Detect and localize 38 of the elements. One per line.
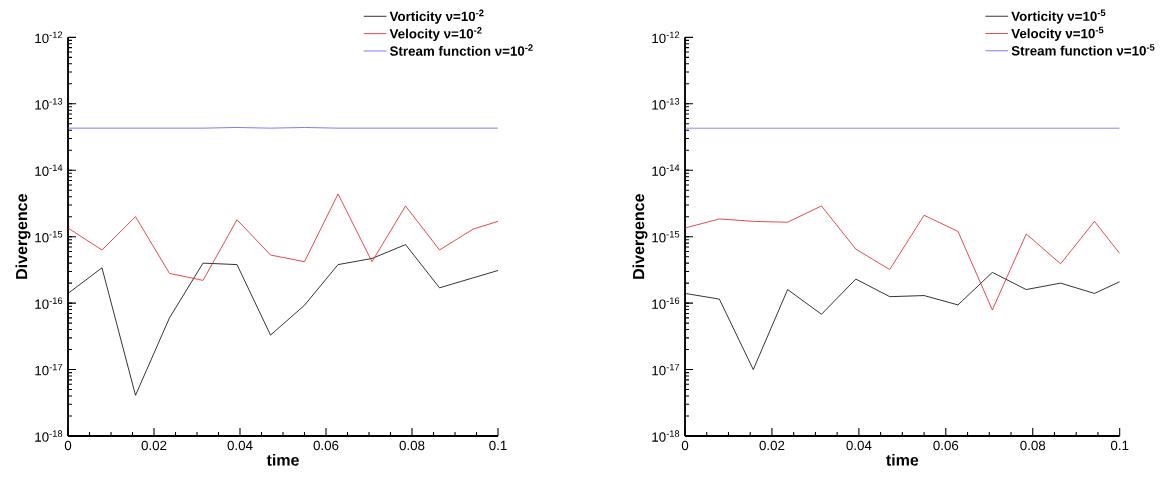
x-axis-title: time [266, 454, 299, 466]
y-tick-label: 10$^{-18}$ [35, 430, 63, 442]
x-tick-label: 0.08 [1020, 440, 1046, 451]
y-tick-label: 10$^{-18}$ [652, 430, 680, 442]
y-axis-title: Divergence [15, 194, 31, 279]
x-tick-label: 0.02 [141, 440, 167, 451]
y-axis-title: Divergence [632, 194, 648, 279]
y-tick-label: 10$^{-12}$ [35, 31, 63, 44]
x-tick-label: 0.08 [399, 440, 425, 451]
x-axis-title: time [886, 454, 919, 466]
x-tick-label: 0.06 [933, 440, 959, 451]
y-tick-label: 10$^{-14}$ [652, 164, 680, 176]
y-tick-label: 10$^{-15}$ [652, 230, 680, 243]
y-tick-label: 10$^{-13}$ [652, 98, 680, 110]
legend-label: Vorticity ν=10$^{-5}$ [1011, 9, 1106, 24]
y-tick-label: 10$^{-17}$ [35, 363, 63, 376]
x-tick-label: 0.04 [846, 440, 872, 451]
line-series [685, 205, 1120, 311]
legend-label: Vorticity ν=10$^{-2}$ [389, 9, 484, 24]
x-tick-label: 0.02 [759, 440, 785, 451]
x-tick-label: 0 [64, 440, 72, 451]
y-tick-label: 10$^{-17}$ [652, 363, 680, 376]
x-tick-label: 0.04 [227, 440, 253, 451]
x-tick-label: 0.1 [1110, 440, 1129, 451]
x-tick-label: 0.06 [313, 440, 339, 451]
y-tick-label: 10$^{-12}$ [652, 31, 680, 44]
y-tick-label: 10$^{-13}$ [35, 98, 63, 110]
line-series [68, 193, 499, 281]
y-tick-label: 10$^{-16}$ [35, 297, 63, 309]
x-tick-label: 0 [681, 440, 689, 451]
legend-label: Velocity ν=10$^{-5}$ [1011, 26, 1104, 41]
y-tick-label: 10$^{-16}$ [652, 297, 680, 309]
legend-label: Velocity ν=10$^{-2}$ [389, 26, 482, 42]
y-tick-label: 10$^{-14}$ [35, 164, 63, 176]
legend-label: Stream function ν=10$^{-5}$ [1011, 44, 1155, 56]
y-tick-label: 10$^{-15}$ [35, 230, 63, 243]
legend-label: Stream function ν=10$^{-2}$ [389, 44, 533, 56]
x-tick-label: 0.1 [489, 440, 507, 451]
